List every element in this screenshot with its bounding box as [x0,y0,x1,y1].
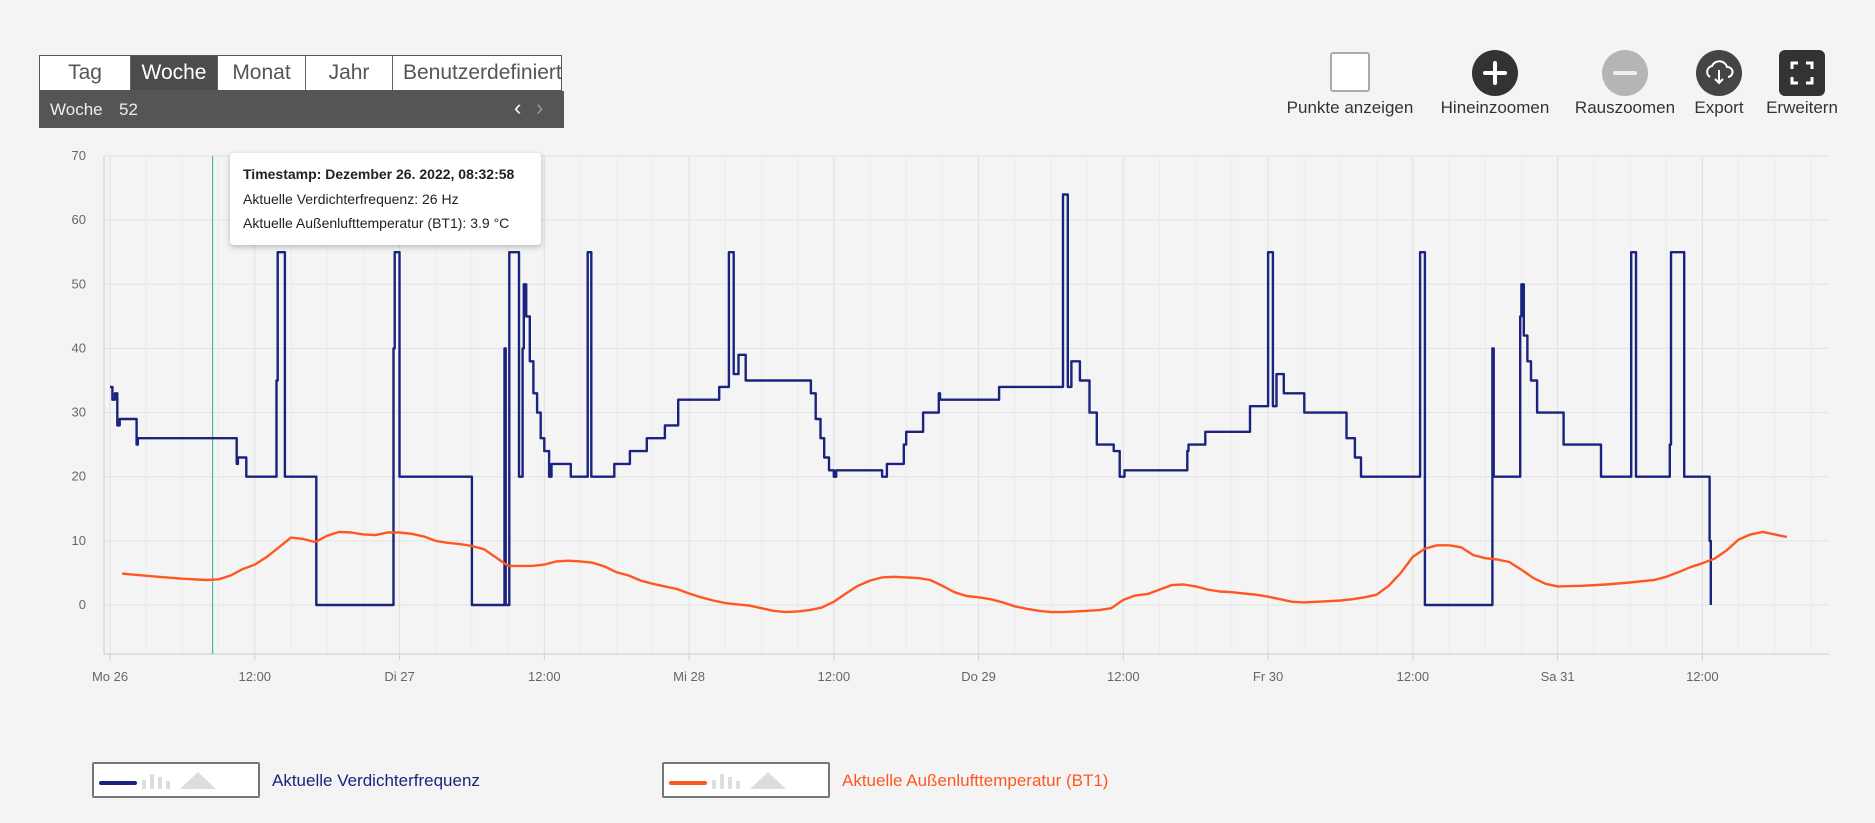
series-line-temperature [121,530,1788,614]
legend-label-temperature: Aktuelle Außenlufttemperatur (BT1) [842,771,1109,790]
x-tick-label: Di 27 [384,669,414,684]
week-selector: Woche 52 ‹ › [39,91,564,128]
tab-monat[interactable]: Monat [218,56,306,90]
x-tick-label: 12:00 [818,669,851,684]
y-tick-label: 10 [72,533,86,548]
x-tick-label: Sa 31 [1541,669,1575,684]
y-tick-label: 20 [72,469,86,484]
minus-icon [1602,50,1648,96]
y-tick-label: 30 [72,405,86,420]
x-tick-label: Do 29 [961,669,996,684]
zoom-in-button[interactable]: Hineinzoomen [1441,50,1549,117]
zoom-out-button[interactable]: Rauszoomen [1575,50,1675,117]
x-tick-label: 12:00 [528,669,561,684]
x-tick-label: 12:00 [239,669,272,684]
expand-button[interactable]: Erweitern [1766,50,1838,117]
x-tick-label: Fr 30 [1253,669,1283,684]
expand-label: Erweitern [1766,98,1838,117]
tab-benutzerdefiniert[interactable]: Benutzerdefiniert [403,61,562,84]
legend-toggle-temperature[interactable] [662,762,830,798]
x-tick-label: 12:00 [1397,669,1430,684]
tooltip-frequency: Aktuelle Verdichterfrequenz: 26 Hz [243,191,459,207]
x-tick-label: 12:00 [1107,669,1140,684]
chevron-left-icon[interactable]: ‹ [514,95,522,120]
zoom-out-label: Rauszoomen [1574,98,1676,117]
y-tick-label: 50 [72,276,86,291]
y-tick-label: 60 [72,212,86,227]
tab-jahr[interactable]: Jahr [306,56,393,90]
tooltip-timestamp: Timestamp: Dezember 26. 2022, 08:32:58 [243,166,515,182]
legend-toggle-frequency[interactable] [92,762,260,798]
show-points-checkbox[interactable] [1330,52,1370,92]
tab-woche[interactable]: Woche [131,56,218,90]
period-tabs: Tag Woche Monat Jahr Benutzerdefiniert [39,55,562,91]
x-tick-label: 12:00 [1686,669,1719,684]
legend-label-frequency: Aktuelle Verdichterfrequenz [272,771,480,790]
show-points-toggle[interactable]: Punkte anzeigen [1287,50,1413,117]
week-number: 52 [119,100,138,119]
fullscreen-icon [1779,50,1825,96]
tab-tag[interactable]: Tag [40,56,131,90]
chart-tooltip: Timestamp: Dezember 26. 2022, 08:32:58 A… [230,153,541,245]
show-points-label: Punkte anzeigen [1286,98,1414,117]
x-tick-label: Mo 26 [92,669,128,684]
zoom-in-label: Hineinzoomen [1440,98,1550,117]
series-line-frequency [110,193,1712,607]
export-button[interactable]: Export [1694,50,1744,117]
week-label: Woche [50,100,103,119]
cloud-download-icon [1696,50,1742,96]
chevron-right-icon[interactable]: › [536,95,544,120]
y-tick-label: 0 [79,597,86,612]
x-tick-label: Mi 28 [673,669,705,684]
plus-icon [1472,50,1518,96]
export-label: Export [1694,98,1744,117]
tooltip-temperature: Aktuelle Außenlufttemperatur (BT1): 3.9 … [243,215,510,231]
y-tick-label: 40 [72,340,86,355]
y-tick-label: 70 [72,148,86,163]
